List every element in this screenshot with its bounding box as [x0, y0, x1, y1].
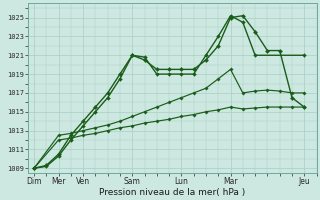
X-axis label: Pression niveau de la mer( hPa ): Pression niveau de la mer( hPa )	[99, 188, 245, 197]
